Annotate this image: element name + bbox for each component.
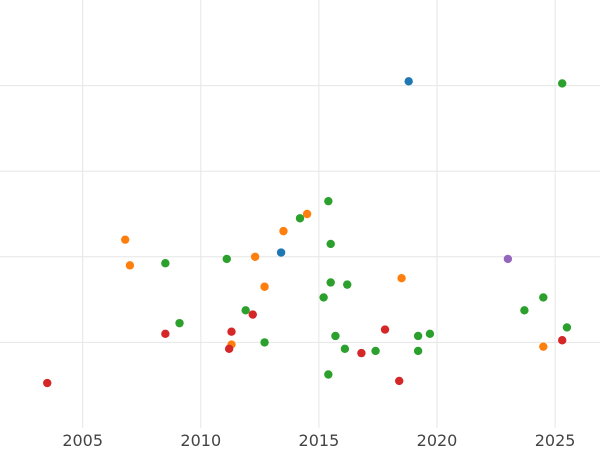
- data-point: [302, 209, 312, 219]
- data-point: [371, 346, 380, 356]
- data-point: [404, 77, 413, 86]
- data-point: [357, 348, 366, 358]
- data-point: [326, 239, 335, 249]
- data-point: [248, 310, 257, 319]
- data-point: [227, 327, 236, 336]
- data-point: [539, 342, 548, 351]
- x-tick-label: 2025: [535, 431, 576, 450]
- data-point: [340, 344, 350, 354]
- data-point: [161, 259, 170, 268]
- data-point: [324, 196, 333, 206]
- data-point: [503, 254, 513, 264]
- x-tick-label: 2015: [299, 431, 340, 450]
- data-point: [520, 306, 529, 315]
- data-point: [276, 248, 286, 257]
- x-tick-label: 2010: [180, 431, 221, 450]
- data-point: [125, 261, 135, 270]
- data-point: [558, 336, 567, 345]
- data-point: [397, 274, 406, 283]
- data-point: [120, 235, 130, 244]
- data-point: [331, 331, 340, 341]
- points-layer: [43, 77, 572, 388]
- data-point: [161, 329, 170, 339]
- data-point: [326, 278, 335, 287]
- data-point: [260, 338, 269, 347]
- data-point: [380, 325, 390, 334]
- data-point: [395, 376, 404, 386]
- x-tick-label: 2005: [62, 431, 103, 450]
- data-point: [260, 282, 269, 291]
- data-point: [224, 344, 234, 354]
- data-point: [241, 306, 250, 315]
- data-point: [250, 252, 260, 261]
- data-point: [43, 378, 52, 388]
- data-point: [413, 331, 423, 341]
- data-point: [539, 293, 548, 302]
- data-point: [558, 79, 567, 88]
- data-point: [343, 280, 352, 289]
- data-point: [319, 293, 328, 302]
- data-point: [324, 370, 333, 379]
- data-point: [425, 329, 435, 339]
- x-axis-tick-labels: 2005 2010 2015 2020 2025: [62, 431, 575, 450]
- data-point: [175, 318, 184, 328]
- data-point: [279, 226, 288, 236]
- data-point: [413, 346, 423, 356]
- x-tick-label: 2020: [417, 431, 458, 450]
- grid-layer: [0, 0, 600, 428]
- data-point: [295, 214, 305, 223]
- data-point: [222, 254, 231, 264]
- data-point: [562, 323, 572, 332]
